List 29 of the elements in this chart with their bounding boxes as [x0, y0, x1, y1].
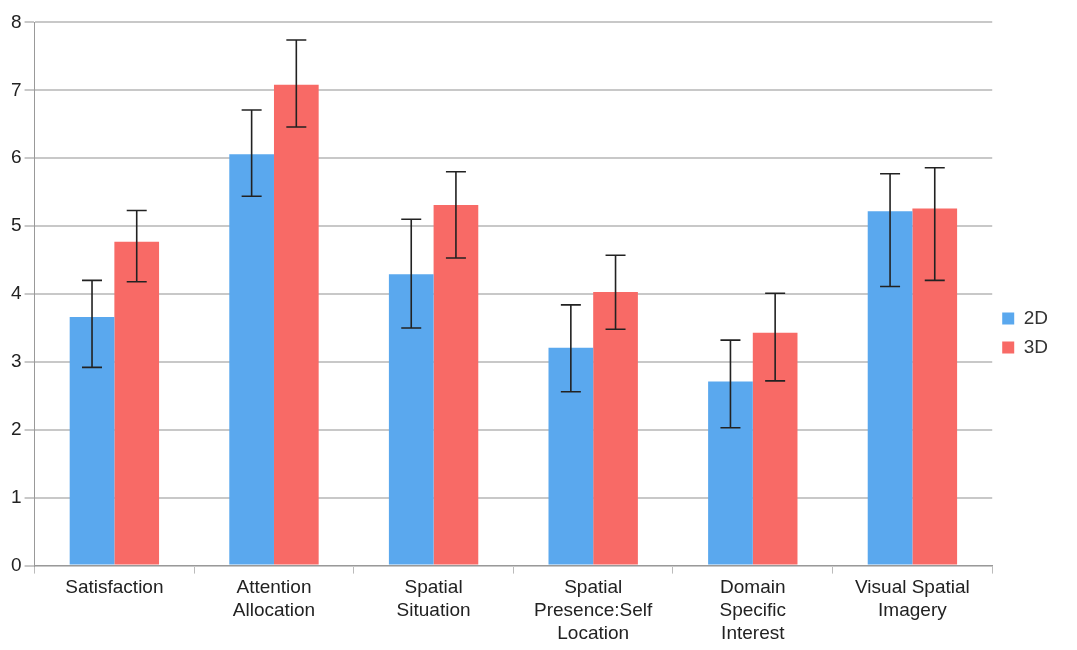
x-tick-label: Spatial Presence:Self Location — [534, 576, 654, 643]
legend-label: 3D — [1023, 335, 1049, 357]
y-tick-label: 0 — [10, 553, 22, 575]
bar — [708, 381, 753, 565]
bar — [593, 291, 638, 565]
y-tick-label: 5 — [10, 214, 22, 236]
bar — [867, 211, 913, 565]
y-tick-label: 3 — [10, 350, 22, 372]
y-tick-label: 1 — [10, 485, 22, 507]
bar — [114, 241, 160, 565]
y-tick-label: 4 — [10, 282, 22, 304]
x-tick-label: Spatial Situation — [396, 576, 471, 621]
legend-label: 2D — [1023, 306, 1049, 328]
x-tick-label: Visual Spatial Imagery — [855, 576, 970, 621]
x-tick-label: Domain Specific Interest — [719, 576, 787, 643]
bar — [433, 205, 479, 565]
x-tick-label: Satisfaction — [65, 576, 164, 598]
y-tick-label: 8 — [10, 10, 22, 32]
y-tick-label: 7 — [10, 78, 22, 100]
y-tick-label: 6 — [10, 146, 22, 168]
bar — [229, 154, 274, 565]
bar — [912, 208, 958, 565]
x-tick-label: Attention Allocation — [232, 576, 316, 621]
y-tick-label: 2 — [10, 418, 22, 440]
bar — [752, 332, 798, 565]
bar — [548, 347, 594, 565]
bar — [388, 274, 434, 565]
bar — [69, 317, 115, 565]
bar — [273, 84, 319, 565]
